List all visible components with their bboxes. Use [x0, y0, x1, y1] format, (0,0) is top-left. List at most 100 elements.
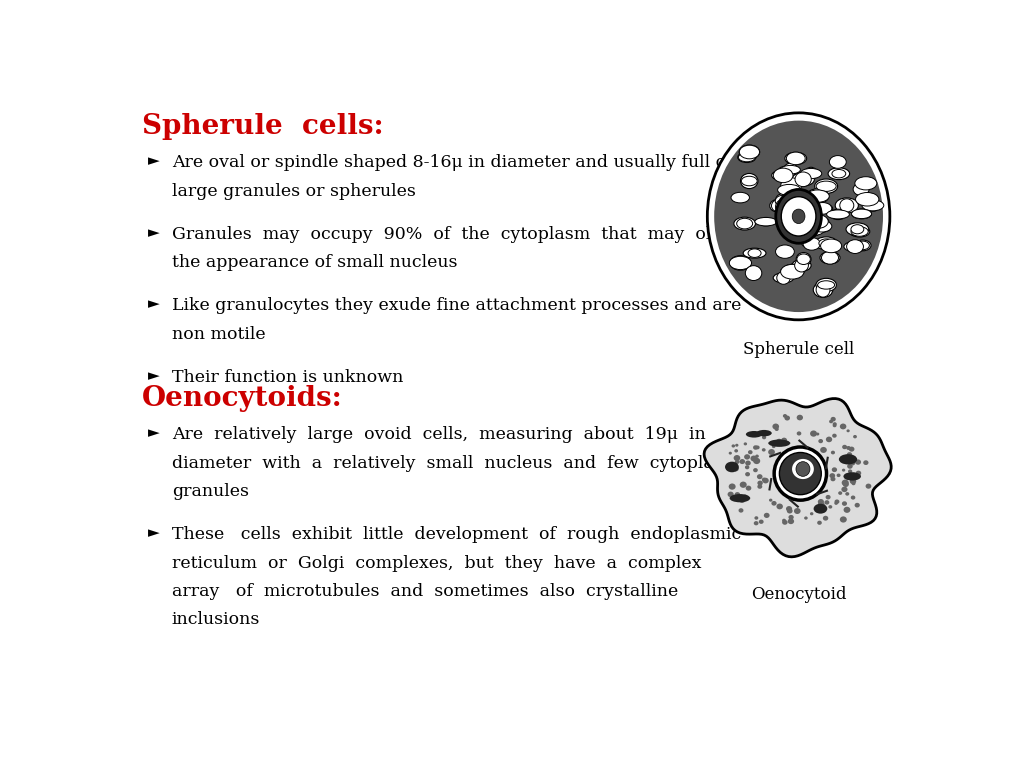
Text: array   of  microtubules  and  sometimes  also  crystalline: array of microtubules and sometimes also…	[172, 583, 678, 600]
Ellipse shape	[833, 422, 837, 426]
Ellipse shape	[814, 203, 831, 214]
Ellipse shape	[734, 217, 756, 230]
Ellipse shape	[770, 200, 786, 212]
Text: Like granulocytes they exude fine attachment processes and are: Like granulocytes they exude fine attach…	[172, 297, 741, 314]
Ellipse shape	[812, 220, 831, 232]
Ellipse shape	[758, 485, 762, 488]
Ellipse shape	[739, 145, 760, 159]
Ellipse shape	[806, 190, 829, 202]
Ellipse shape	[820, 447, 826, 453]
Text: ►: ►	[147, 426, 160, 440]
Ellipse shape	[741, 495, 748, 500]
Ellipse shape	[810, 430, 817, 437]
Ellipse shape	[780, 266, 804, 277]
Ellipse shape	[800, 168, 821, 179]
Ellipse shape	[782, 518, 786, 522]
Ellipse shape	[795, 259, 808, 272]
Ellipse shape	[773, 273, 794, 283]
Ellipse shape	[853, 183, 869, 196]
Ellipse shape	[741, 176, 757, 186]
Ellipse shape	[729, 452, 732, 455]
Ellipse shape	[842, 468, 845, 472]
Ellipse shape	[847, 452, 852, 457]
Text: inclusions: inclusions	[172, 611, 260, 628]
Ellipse shape	[792, 225, 815, 238]
Ellipse shape	[829, 473, 836, 478]
Ellipse shape	[762, 478, 767, 482]
Ellipse shape	[757, 474, 763, 479]
Ellipse shape	[749, 249, 761, 257]
Text: ►: ►	[147, 526, 160, 540]
Ellipse shape	[753, 468, 758, 472]
Ellipse shape	[797, 254, 810, 264]
Ellipse shape	[758, 217, 774, 226]
Ellipse shape	[850, 461, 855, 465]
Ellipse shape	[848, 469, 852, 473]
Text: Are  relatively  large  ovoid  cells,  measuring  about  19μ  in: Are relatively large ovoid cells, measur…	[172, 426, 706, 443]
Ellipse shape	[793, 209, 805, 223]
Ellipse shape	[826, 210, 849, 219]
Ellipse shape	[776, 214, 794, 228]
Ellipse shape	[779, 220, 798, 230]
Ellipse shape	[793, 217, 806, 229]
Ellipse shape	[797, 210, 817, 220]
Ellipse shape	[734, 449, 738, 452]
Ellipse shape	[796, 210, 818, 220]
Ellipse shape	[815, 237, 838, 250]
Ellipse shape	[842, 479, 849, 486]
Ellipse shape	[768, 439, 791, 447]
Text: granules: granules	[172, 483, 249, 500]
Ellipse shape	[745, 266, 762, 280]
Ellipse shape	[792, 216, 808, 230]
Ellipse shape	[794, 508, 801, 514]
Ellipse shape	[820, 252, 840, 264]
Ellipse shape	[785, 200, 804, 214]
Ellipse shape	[836, 198, 858, 213]
Ellipse shape	[777, 184, 801, 195]
Ellipse shape	[744, 454, 751, 459]
Ellipse shape	[819, 503, 823, 507]
Ellipse shape	[851, 227, 868, 237]
Ellipse shape	[810, 512, 813, 515]
Text: reticulum  or  Golgi  complexes,  but  they  have  a  complex: reticulum or Golgi complexes, but they h…	[172, 554, 701, 571]
Ellipse shape	[862, 200, 884, 210]
Ellipse shape	[751, 455, 757, 462]
Ellipse shape	[729, 257, 752, 270]
Ellipse shape	[778, 214, 792, 228]
Ellipse shape	[783, 201, 803, 216]
Ellipse shape	[776, 247, 794, 257]
Ellipse shape	[797, 199, 814, 211]
Ellipse shape	[793, 226, 814, 237]
Text: diameter  with  a  relatively  small  nucleus  and  few  cytoplasmic: diameter with a relatively small nucleus…	[172, 455, 754, 472]
Ellipse shape	[802, 240, 821, 248]
Ellipse shape	[739, 459, 745, 464]
Ellipse shape	[729, 484, 735, 490]
Ellipse shape	[807, 189, 828, 204]
Ellipse shape	[775, 169, 793, 179]
Ellipse shape	[729, 494, 751, 502]
Ellipse shape	[846, 446, 851, 450]
Ellipse shape	[731, 192, 750, 203]
Ellipse shape	[787, 197, 804, 208]
Ellipse shape	[800, 227, 814, 239]
Ellipse shape	[863, 460, 868, 465]
Ellipse shape	[763, 478, 769, 483]
Ellipse shape	[849, 446, 854, 452]
Ellipse shape	[817, 281, 835, 289]
Ellipse shape	[743, 248, 766, 258]
Ellipse shape	[850, 478, 856, 484]
Text: Granules  may  occupy  90%  of  the  cytoplasm  that  may  obscure: Granules may occupy 90% of the cytoplasm…	[172, 226, 765, 243]
Text: Oenocytoids:: Oenocytoids:	[142, 385, 343, 412]
Ellipse shape	[823, 516, 828, 521]
Ellipse shape	[754, 521, 759, 525]
Ellipse shape	[842, 487, 848, 492]
Ellipse shape	[855, 193, 879, 206]
Ellipse shape	[824, 500, 829, 505]
Ellipse shape	[753, 445, 758, 450]
Ellipse shape	[774, 169, 793, 179]
Ellipse shape	[804, 516, 808, 520]
Ellipse shape	[797, 432, 802, 435]
Ellipse shape	[762, 449, 766, 452]
Ellipse shape	[737, 152, 756, 163]
Ellipse shape	[781, 197, 816, 236]
